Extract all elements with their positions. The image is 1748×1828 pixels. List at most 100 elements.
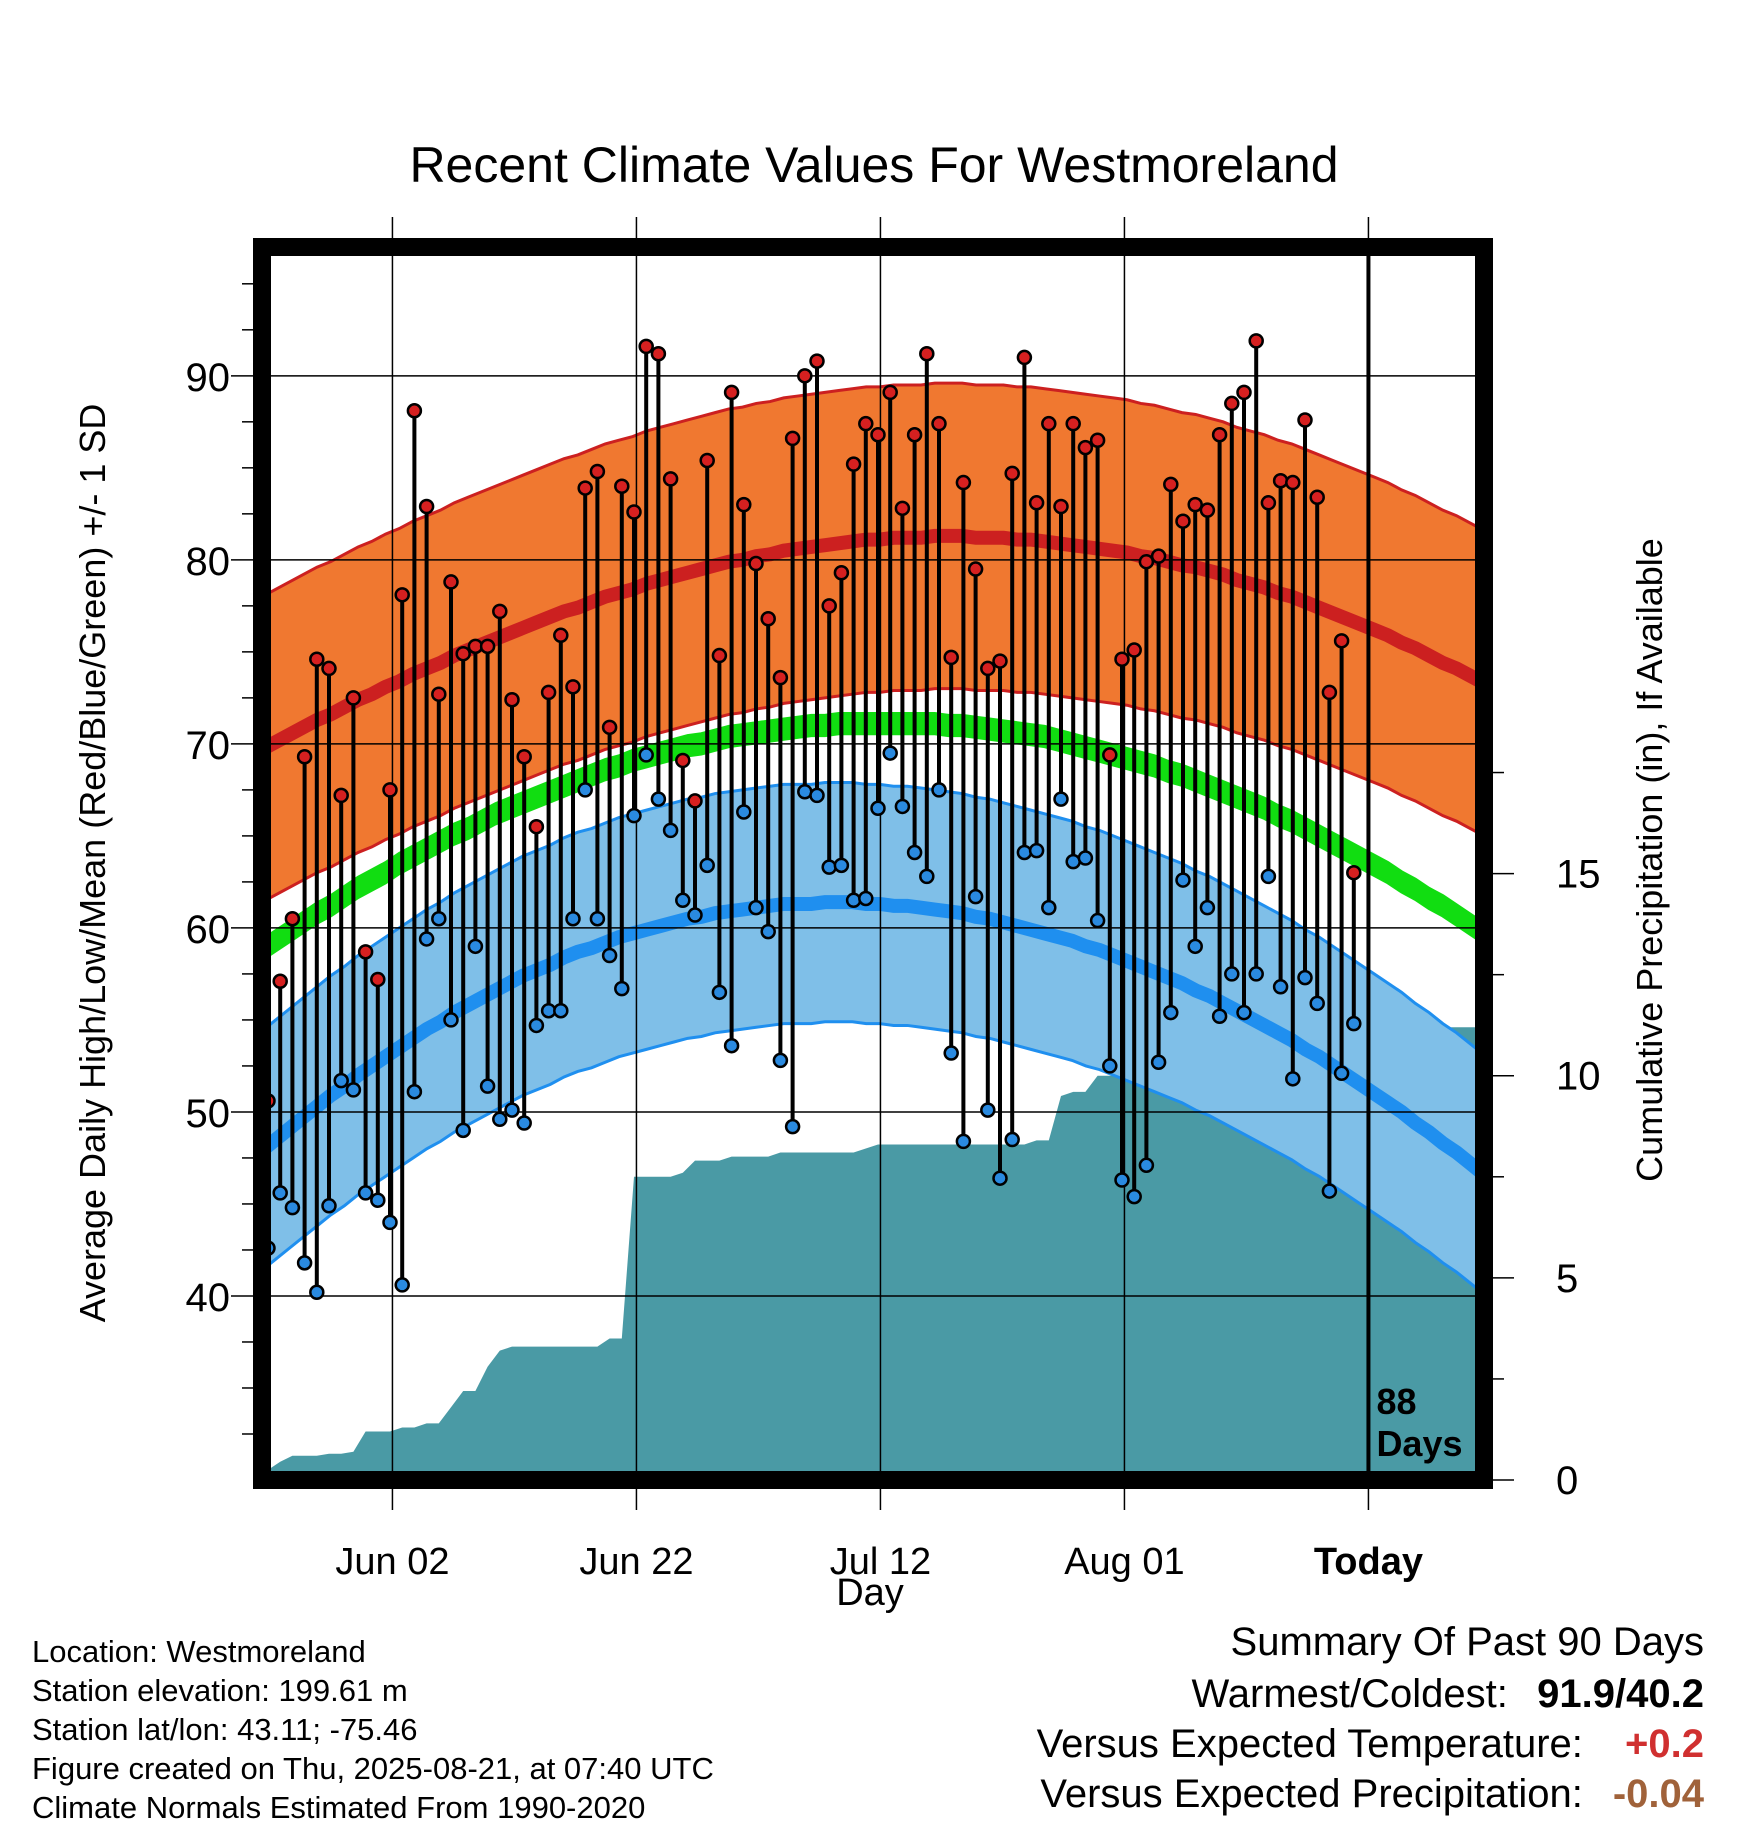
daily-high-point bbox=[357, 944, 374, 960]
daily-high-point bbox=[601, 719, 618, 736]
daily-low-point bbox=[748, 899, 764, 916]
daily-low-point bbox=[1053, 791, 1069, 807]
daily-high-point bbox=[370, 971, 386, 988]
precip-label: Versus Expected Precipitation: bbox=[1040, 1772, 1583, 1816]
warmest-label: Warmest/Coldest: bbox=[1191, 1672, 1508, 1716]
daily-low-point bbox=[565, 910, 581, 927]
daily-high-point bbox=[1150, 548, 1167, 564]
daily-low-point bbox=[357, 1185, 374, 1201]
daily-low-point bbox=[943, 1045, 959, 1061]
daily-high-point bbox=[540, 684, 557, 701]
daily-high-point bbox=[980, 660, 996, 677]
daily-low-point bbox=[955, 1133, 972, 1150]
daily-high-point bbox=[894, 500, 911, 517]
latlon-text: Station lat/lon: 43.11; -75.46 bbox=[32, 1712, 418, 1747]
daily-high-point bbox=[687, 793, 703, 809]
created-text: Figure created on Thu, 2025-08-21, at 07… bbox=[32, 1751, 714, 1786]
daily-high-point bbox=[614, 478, 630, 494]
daily-low-point bbox=[1089, 912, 1106, 929]
daily-high-point bbox=[919, 345, 935, 362]
daily-low-point bbox=[1041, 899, 1057, 916]
daily-low-point bbox=[1187, 938, 1203, 955]
daily-low-point bbox=[882, 745, 898, 761]
daily-low-point bbox=[1297, 969, 1313, 986]
daily-low-point bbox=[284, 1199, 301, 1216]
daily-high-point bbox=[797, 368, 813, 384]
daily-low-point bbox=[1260, 868, 1277, 885]
daily-low-point bbox=[1114, 1172, 1130, 1188]
daily-high-point bbox=[882, 384, 898, 401]
daily-high-point bbox=[1028, 495, 1045, 511]
daily-low-point bbox=[589, 910, 606, 927]
daily-low-point bbox=[1248, 966, 1264, 982]
daily-high-point bbox=[504, 691, 520, 708]
daily-high-point bbox=[821, 598, 837, 614]
daily-low-point bbox=[272, 1185, 288, 1201]
daily-low-point bbox=[833, 857, 850, 874]
elevation-text: Station elevation: 199.61 m bbox=[32, 1673, 408, 1708]
daily-high-point bbox=[333, 787, 349, 804]
daily-low-point bbox=[504, 1102, 520, 1118]
daily-high-point bbox=[492, 603, 508, 620]
plot-frame bbox=[253, 238, 1493, 1489]
x-axis-title: Day bbox=[836, 1572, 904, 1614]
daily-high-point bbox=[809, 353, 825, 369]
daily-high-point bbox=[553, 627, 569, 644]
daily-high-point bbox=[626, 504, 642, 520]
daily-high-point bbox=[1114, 651, 1130, 667]
daily-low-point bbox=[1346, 1015, 1362, 1032]
today-days-label: 88 Days bbox=[1376, 1381, 1462, 1464]
normal-bands-layer bbox=[257, 381, 1489, 1298]
daily-low-point bbox=[333, 1072, 349, 1089]
daily-high-point bbox=[516, 749, 532, 765]
daily-high-point bbox=[455, 645, 471, 662]
x-tick-label: Jun 02 bbox=[335, 1541, 449, 1583]
daily-low-point bbox=[662, 822, 679, 839]
daily-low-point bbox=[1138, 1157, 1155, 1174]
y2-tick-label: 10 bbox=[1556, 1055, 1601, 1099]
daily-high-point bbox=[858, 415, 874, 432]
daily-high-point bbox=[565, 679, 581, 695]
y-tick-label: 60 bbox=[186, 908, 231, 952]
daily-low-point bbox=[980, 1102, 996, 1118]
daily-low-point bbox=[772, 1052, 789, 1069]
daily-high-point bbox=[382, 782, 398, 798]
daily-high-point bbox=[1285, 474, 1301, 491]
daily-low-point bbox=[1016, 844, 1033, 861]
daily-high-point bbox=[1297, 412, 1313, 428]
normals-text: Climate Normals Estimated From 1990-2020 bbox=[32, 1790, 646, 1825]
daily-high-point bbox=[845, 456, 862, 472]
daily-low-point bbox=[1285, 1071, 1301, 1087]
y-tick-label: 90 bbox=[186, 356, 231, 400]
daily-low-point bbox=[870, 800, 886, 817]
today-marker-layer: 88 Days bbox=[1366, 243, 1463, 1480]
y-tick-label: 70 bbox=[186, 724, 231, 768]
y2-tick-label: 15 bbox=[1556, 853, 1601, 897]
daily-high-point bbox=[1065, 415, 1081, 432]
daily-low-point bbox=[858, 890, 874, 907]
daily-low-point bbox=[443, 1012, 459, 1028]
summary-heading: Summary Of Past 90 Days bbox=[1230, 1620, 1704, 1664]
daily-points-layer bbox=[260, 333, 1362, 1301]
daily-low-point bbox=[467, 938, 484, 955]
daily-high-point bbox=[479, 638, 496, 655]
daily-low-point bbox=[1199, 899, 1216, 916]
daily-low-point bbox=[516, 1115, 532, 1131]
daily-low-point bbox=[687, 907, 703, 923]
temp-value: +0.2 bbox=[1625, 1722, 1704, 1766]
daily-high-point bbox=[662, 471, 679, 487]
daily-low-point bbox=[1224, 966, 1240, 982]
daily-low-point bbox=[1175, 872, 1191, 888]
daily-high-point bbox=[443, 574, 459, 590]
daily-high-point bbox=[1211, 426, 1228, 443]
daily-low-point bbox=[736, 804, 752, 820]
daily-low-point bbox=[394, 1277, 410, 1293]
daily-low-point bbox=[1309, 995, 1325, 1012]
daily-low-point bbox=[528, 1017, 545, 1034]
daily-high-point bbox=[931, 415, 947, 432]
daily-low-point bbox=[1272, 979, 1289, 995]
daily-low-point bbox=[821, 859, 837, 875]
daily-low-point bbox=[784, 1118, 801, 1135]
daily-high-point bbox=[1175, 513, 1191, 529]
daily-high-point bbox=[784, 430, 801, 447]
